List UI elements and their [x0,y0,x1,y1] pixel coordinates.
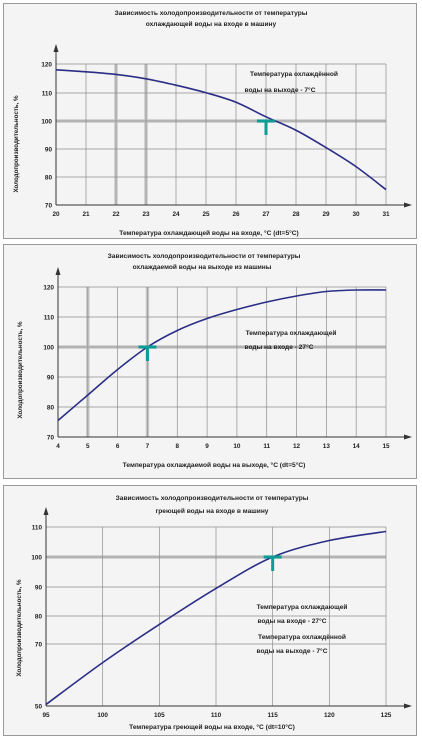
chart-1-y-tick-label: 120 [41,62,52,69]
chart-3-svg: Зависимость холодопроизводительности от … [16,495,412,731]
chart-2-y-tick-label: 70 [47,435,55,442]
chart-3-y-tick-label: 100 [31,555,42,562]
chart-1-x-tick-label: 24 [172,211,180,218]
chart-2-y-tick-label: 100 [43,345,54,352]
chart-3-y-tick-label: 80 [35,614,43,621]
chart-2-x-tick-label: 9 [205,443,209,450]
chart-2-y-tick-label: 90 [47,375,55,382]
chart-2-x-tick-label: 11 [263,443,270,450]
chart-2-x-tick-label: 5 [86,443,90,450]
chart-2-annotation-line-2: воды на входе - 27°C [245,343,314,351]
chart-3-series-line [45,530,387,706]
chart-3-annotation-line-1: Температура охлаждающей [257,603,348,611]
chart-3-y-tick-label: 50 [35,704,43,711]
chart-1-y-tick-label: 70 [45,203,53,210]
chart-3-grid [43,507,412,709]
chart-3-x-tick-label: 120 [324,712,335,719]
chart-3-annotation-line-3: Температура охлаждённой [258,633,346,641]
chart-3-annotation-line-4: воды на выходе - 7°C [257,647,328,655]
chart-1-marker [257,119,275,135]
chart-3-y-tick-label: 70 [35,642,43,649]
chart-1-y-tick-label: 90 [45,147,53,154]
chart-2-grid [55,267,412,440]
chart-2-y-tick-label: 110 [44,315,55,322]
chart-1-x-tick-label: 26 [232,211,240,218]
chart-1-svg: Зависимость холодопроизводительности от … [13,10,412,237]
chart-3-x-tick-label: 115 [268,712,279,719]
chart-1-x-tick-label: 30 [352,211,360,218]
chart-3-annotation-line-2: воды на входе - 27°C [258,617,327,625]
chart-2-x-axis-label: Температура охлаждаемой воды на выходе, … [123,461,306,469]
chart-1-x-tick-label: 29 [322,211,330,218]
chart-1-title-line-2: охлаждающей воды на входе в машину [146,20,277,28]
chart-1-x-tick-label: 31 [382,211,390,218]
chart-3-x-tick-label: 125 [381,712,392,719]
chart-2-x-tick-label: 7 [146,443,150,450]
chart-3-y-tick-label: 90 [35,585,43,592]
chart-2-ticks: 4 5 6 7 8 9 10 11 12 13 14 15 70 80 90 100 110 120 [43,285,390,451]
chart-2-title-line-2: охлаждаемой воды на выходе из машины [133,263,272,271]
chart-3-x-axis-label: Температура греющей воды на входе, °C (d… [129,723,295,731]
chart-1-x-tick-label: 27 [262,211,270,218]
chart-3-x-tick-label: 95 [42,712,50,719]
chart-3-x-tick-label: 105 [154,712,165,719]
chart-1-y-tick-label: 100 [41,119,52,126]
chart-2-x-tick-label: 10 [233,443,241,450]
chart-panel-2: Зависимость холодопроизводительности от … [3,244,417,479]
chart-2-x-tick-label: 6 [116,443,120,450]
chart-3-y-axis-arrow [43,507,49,515]
chart-2-marker [138,345,157,361]
chart-2-y-axis-arrow [55,267,61,275]
chart-2-x-tick-label: 15 [382,443,390,450]
chart-3-ticks: 95 100 105 110 115 120 125 50 70 80 90 100 110 [31,525,391,720]
chart-1-y-tick-label: 110 [42,91,53,98]
chart-2-y-tick-label: 120 [43,285,54,292]
chart-2-svg: Зависимость холодопроизводительности от … [17,253,412,469]
chart-2-x-tick-label: 12 [293,443,301,450]
chart-1-annotation-line-2: воды на выходе - 7°C [245,86,316,94]
chart-3-x-tick-label: 100 [97,712,108,719]
chart-1-x-tick-label: 20 [52,211,60,218]
chart-1-x-axis-label: Температура охлаждающей воды на входе, °… [119,229,298,237]
chart-3-x-tick-label: 110 [211,712,222,719]
chart-panel-3: Зависимость холодопроизводительности от … [3,485,417,736]
chart-3-x-axis-arrow [404,703,412,709]
chart-3-y-tick-label: 110 [32,525,43,532]
chart-2-y-tick-label: 80 [47,405,55,412]
chart-1-grid [53,44,412,208]
chart-3-title-line-2: греющей воды на входе в машину [156,507,269,515]
chart-1-y-axis-arrow [53,44,59,52]
chart-2-annotation-line-1: Температура охлаждающей [246,329,337,337]
chart-2-series-line [57,289,387,422]
chart-2-y-axis-label: Холодопроизводительность, % [17,321,24,419]
chart-1-y-tick-label: 80 [45,175,53,182]
chart-3-y-axis-label: Холодопроизводительность, % [16,579,23,677]
chart-1-series-line [55,69,387,191]
chart-2-x-tick-label: 8 [175,443,179,450]
chart-panel-1: Зависимость холодопроизводительности от … [3,3,417,239]
chart-2-x-tick-label: 4 [56,443,60,450]
chart-2-x-tick-label: 14 [353,443,361,450]
chart-3-title-line-1: Зависимость холодопроизводительности от … [116,495,309,502]
chart-1-x-tick-label: 25 [202,211,210,218]
chart-1-annotation-line-1: Температура охлаждённой [250,70,338,78]
chart-1-x-tick-label: 22 [112,211,120,218]
chart-1-y-axis-label: Холодопроизводительность, % [13,95,20,193]
chart-1-ticks: 20 21 22 23 24 25 26 27 28 29 30 31 70 80 90 100 110 120 [41,62,390,219]
chart-2-x-axis-arrow [404,434,412,440]
chart-2-x-tick-label: 13 [323,443,331,450]
chart-1-x-axis-arrow [404,202,412,208]
chart-1-x-tick-label: 21 [82,211,90,218]
chart-1-x-tick-label: 28 [292,211,300,218]
chart-2-title-line-1: Зависимость холодопроизводительности от … [108,253,301,260]
chart-1-x-tick-label: 23 [142,211,150,218]
chart-1-title-line-1: Зависимость холодопроизводительности от … [115,10,308,17]
chart-3-marker [263,555,282,571]
